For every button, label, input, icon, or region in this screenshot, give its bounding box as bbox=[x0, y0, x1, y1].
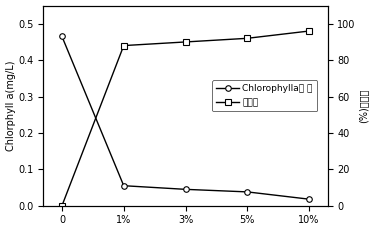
抑藻率 bbox=[60, 204, 64, 207]
Y-axis label: (%)抑藻率: (%)抑藻率 bbox=[358, 88, 368, 123]
Chlorophylla浓 度 bbox=[122, 184, 126, 187]
Chlorophylla浓 度 bbox=[60, 35, 64, 38]
Chlorophylla浓 度 bbox=[307, 198, 311, 201]
抑藻率 bbox=[307, 30, 311, 32]
抑藻率 bbox=[122, 44, 126, 47]
抑藻率 bbox=[183, 41, 188, 43]
抑藻率 bbox=[245, 37, 249, 40]
Line: 抑藻率: 抑藻率 bbox=[59, 28, 312, 209]
Line: Chlorophylla浓 度: Chlorophylla浓 度 bbox=[59, 34, 312, 202]
Legend: Chlorophylla浓 度, 抑藻率: Chlorophylla浓 度, 抑藻率 bbox=[212, 80, 318, 111]
Y-axis label: Chlorphyll a(mg/L): Chlorphyll a(mg/L) bbox=[6, 60, 16, 151]
Chlorophylla浓 度 bbox=[183, 188, 188, 191]
Chlorophylla浓 度 bbox=[245, 191, 249, 193]
